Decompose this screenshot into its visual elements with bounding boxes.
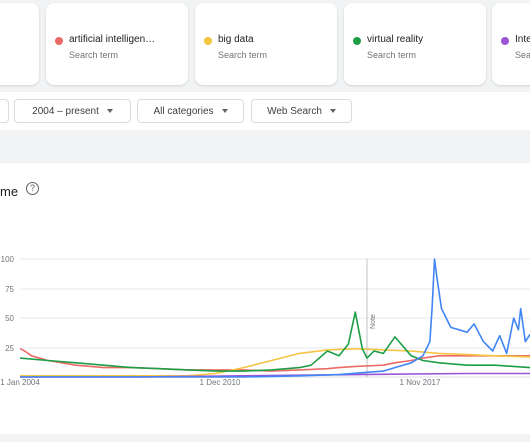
x-tick-label: 1 Nov 2017: [400, 378, 441, 387]
search-term-name: artificial intelligen…: [55, 34, 155, 45]
category-label: All categories: [153, 105, 214, 117]
x-tick-label: 1 Jan 2004: [0, 378, 40, 387]
series-color-dot-icon: [353, 37, 361, 45]
chevron-down-icon: [329, 109, 336, 113]
y-tick-label: 25: [5, 344, 14, 353]
search-term-name: Inte: [501, 34, 530, 45]
search-term-type: Search term: [69, 50, 119, 60]
search-term-card-vr[interactable]: virtual reality Search term: [344, 3, 486, 85]
series-line-1: [19, 347, 530, 372]
search-type-label: Web Search: [267, 105, 322, 117]
search-term-card-ai[interactable]: artificial intelligen… Search term: [46, 3, 188, 85]
interest-over-time-chart[interactable]: 100 75 50 25 1 Jan 2004 1 Dec 2010 1 Nov…: [0, 163, 530, 434]
y-tick-label: 75: [5, 285, 14, 294]
series-line-0: [20, 258, 530, 378]
series-line-2: [20, 347, 530, 377]
help-icon[interactable]: ?: [26, 182, 39, 195]
chevron-down-icon: [106, 109, 113, 113]
time-range-label: 2004 – present: [32, 105, 99, 117]
series-color-dot-icon: [501, 37, 509, 45]
search-term-type: Search term: [218, 50, 268, 60]
series-line-3: [19, 311, 530, 372]
search-term-card-partial[interactable]: [0, 3, 39, 85]
series-layer: [19, 258, 530, 378]
search-type-dropdown[interactable]: Web Search: [251, 99, 352, 123]
chart-title: me: [0, 184, 19, 199]
category-dropdown[interactable]: All categories: [137, 99, 244, 123]
series-color-dot-icon: [204, 37, 212, 45]
region-filter-partial[interactable]: [0, 99, 9, 123]
search-term-card-big-data[interactable]: big data Search term: [195, 3, 337, 85]
series-color-dot-icon: [55, 37, 63, 45]
chevron-down-icon: [221, 109, 228, 113]
time-range-dropdown[interactable]: 2004 – present: [14, 99, 131, 123]
interest-over-time-card: me ? 100 75 50 25 1 Jan 2004 1 Dec 2010 …: [0, 163, 530, 434]
search-term-card-partial-right[interactable]: Inte Sear: [492, 3, 530, 85]
x-tick-label: 1 Dec 2010: [200, 378, 241, 387]
search-term-name: big data: [204, 34, 254, 45]
search-term-type: Sear: [515, 50, 530, 60]
search-term-type: Search term: [367, 50, 417, 60]
y-tick-label: 100: [1, 255, 15, 264]
filter-bar: 2004 – present All categories Web Search: [0, 92, 530, 130]
y-tick-label: 50: [5, 314, 14, 323]
search-term-name: virtual reality: [353, 34, 423, 45]
note-marker-label: Note: [370, 314, 377, 329]
